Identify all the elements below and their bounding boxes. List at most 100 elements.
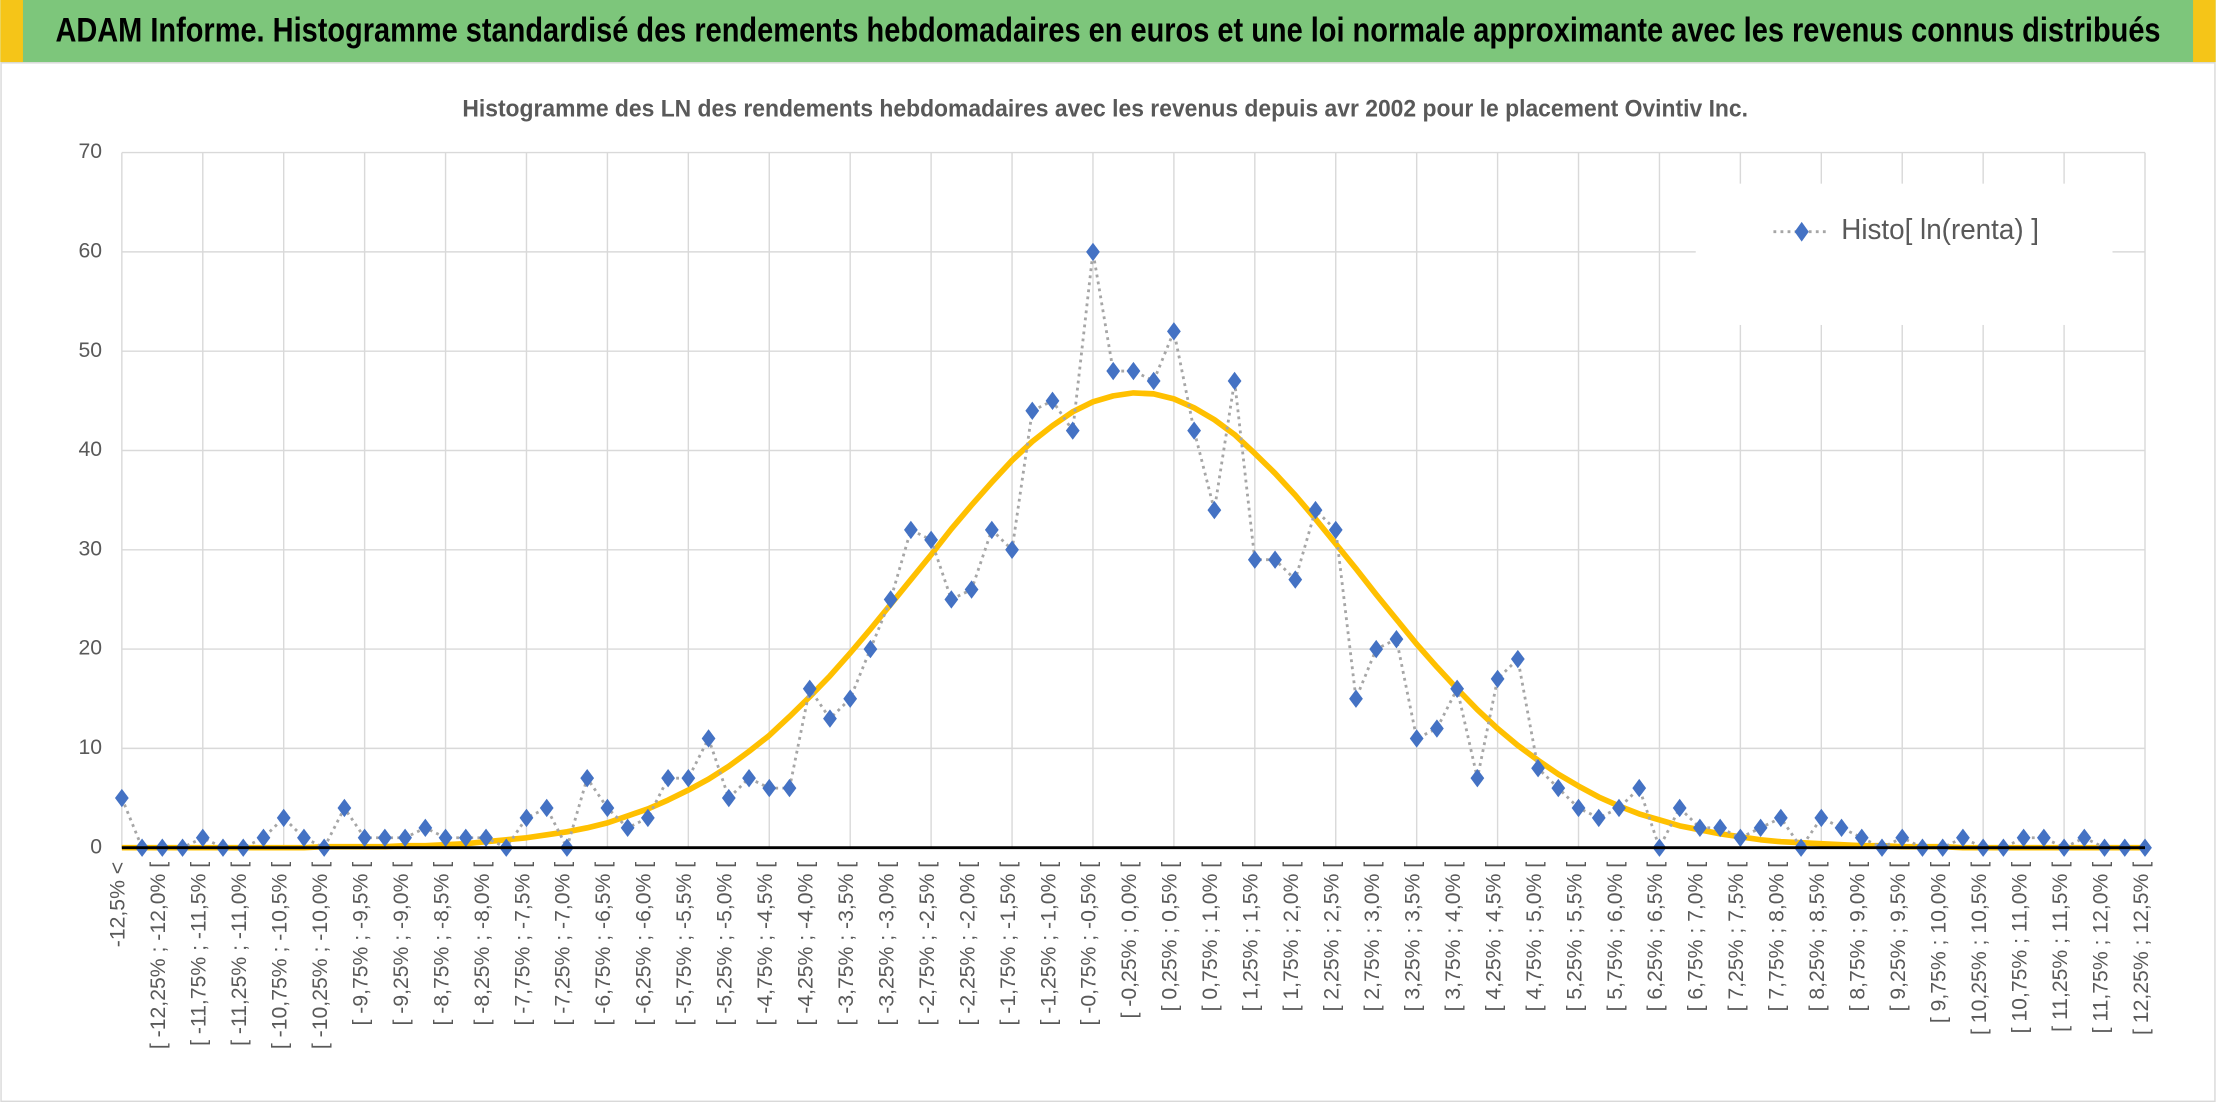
data-point	[297, 828, 311, 847]
data-point	[1693, 818, 1707, 838]
x-tick-label: [ 12,25% ; 12,5% [	[2130, 862, 2153, 1035]
data-point	[1146, 371, 1161, 391]
y-tick-label: 70	[78, 140, 102, 163]
x-tick-label: [ 6,75% ; 7,0% [	[1685, 862, 1708, 1012]
x-tick-label: [ -1,25% ; -1,0% [	[1037, 862, 1060, 1026]
x-tick-label: [ -0,75% ; -0,5% [	[1078, 862, 1101, 1026]
data-point	[1612, 798, 1626, 818]
x-tick-label: [ 5,25% ; 5,5% [	[1563, 862, 1586, 1012]
data-point	[357, 828, 372, 847]
x-tick-label: [ -11,75% ; -11,5% [	[188, 862, 211, 1046]
data-point	[1531, 759, 1545, 778]
x-tick-label: [ 5,75% ; 6,0% [	[1604, 862, 1627, 1012]
data-point	[195, 828, 210, 847]
x-tick-label: [ -2,75% ; -2,5% [	[916, 862, 939, 1026]
x-tick-label: [ 0,75% ; 1,0% [	[1199, 862, 1222, 1012]
x-tick-label: [ -5,75% ; -5,5% [	[673, 862, 696, 1026]
data-point	[984, 520, 999, 540]
corner-accent	[0, 0, 23, 63]
x-tick-label: [ 8,75% ; 9,0% [	[1847, 862, 1870, 1012]
data-point	[1227, 371, 1242, 391]
x-tick-label: [ 8,25% ; 8,5% [	[1806, 862, 1829, 1012]
data-point	[944, 590, 959, 609]
x-tick-label: [ 1,75% ; 2,0% [	[1280, 862, 1303, 1012]
data-point	[1956, 828, 1970, 847]
y-tick-label: 20	[78, 637, 102, 660]
x-tick-label: [ 1,25% ; 1,5% [	[1240, 862, 1263, 1012]
x-tick-label: [ 4,75% ; 5,0% [	[1523, 862, 1546, 1012]
x-tick-label: [ 7,25% ; 7,5% [	[1725, 862, 1748, 1012]
data-point	[1834, 818, 1849, 838]
x-tick-label: [ 3,75% ; 4,0% [	[1442, 862, 1465, 1012]
data-point	[661, 768, 675, 788]
x-tick-label: [ 11,25% ; 11,5% [	[2049, 862, 2072, 1032]
data-point	[479, 828, 493, 847]
data-point	[1571, 798, 1586, 818]
x-tick-label: [ -4,75% ; -4,5% [	[754, 862, 777, 1026]
x-tick-label: [ -3,75% ; -3,5% [	[835, 862, 858, 1026]
x-tick-label: [ 3,25% ; 3,5% [	[1401, 862, 1424, 1012]
data-point	[2036, 828, 2051, 847]
data-point	[782, 778, 797, 798]
data-point	[802, 679, 817, 698]
x-tick-label: [ -7,25% ; -7,0% [	[552, 862, 575, 1026]
data-point	[1126, 361, 1141, 381]
data-point	[1713, 818, 1728, 838]
x-tick-label: [ -1,75% ; -1,5% [	[997, 862, 1020, 1026]
data-point	[1065, 421, 1080, 440]
x-tick-label: [ 10,25% ; 10,5% [	[1968, 862, 1991, 1035]
data-point	[1733, 828, 1748, 847]
data-point	[276, 808, 291, 828]
data-point	[2016, 828, 2031, 847]
chart-title: Histogramme des LN des rendements hebdom…	[462, 96, 1748, 123]
data-point	[580, 768, 595, 788]
data-point	[458, 828, 473, 847]
x-tick-label: [ 2,75% ; 3,0% [	[1361, 862, 1384, 1012]
data-point	[1895, 828, 1910, 847]
x-tick-label: [ 2,25% ; 2,5% [	[1321, 862, 1344, 1012]
data-point	[863, 639, 878, 659]
data-point	[1814, 808, 1829, 828]
page-title: ADAM Informe. Histogramme standardisé de…	[55, 11, 2160, 49]
x-tick-label: [ -0,25% ; 0,0% [	[1118, 862, 1141, 1019]
x-tick-label: [ 7,75% ; 8,0% [	[1766, 862, 1789, 1012]
x-tick-label: [ 0,25% ; 0,5% [	[1159, 862, 1182, 1012]
x-tick-label: -12,5% <	[107, 862, 130, 947]
data-point	[1510, 649, 1525, 669]
y-tick-label: 30	[78, 537, 102, 560]
x-tick-label: [ -5,25% ; -5,0% [	[714, 862, 737, 1026]
y-tick-label: 50	[78, 339, 102, 362]
data-point	[114, 788, 129, 808]
data-point	[1672, 798, 1687, 818]
y-tick-label: 60	[78, 239, 102, 262]
plot: 0 10 20 30 40 50 60 70 -12,5% < [ -12,25% ; -12,0…	[78, 140, 2152, 1049]
x-tick-label: [ -11,25% ; -11,0% [	[228, 862, 251, 1046]
x-tick-label: [ -10,25% ; -10,0% [	[309, 862, 332, 1049]
data-point	[1773, 808, 1788, 828]
corner-accent	[2193, 0, 2216, 63]
data-point	[418, 818, 433, 838]
y-tick-label: 40	[78, 438, 102, 461]
data-point	[1430, 719, 1444, 738]
data-point	[1490, 669, 1505, 689]
data-point	[843, 689, 858, 708]
data-point	[1389, 629, 1404, 649]
data-point	[1349, 689, 1363, 708]
data-point	[1005, 540, 1019, 559]
data-point	[742, 768, 756, 788]
header-band	[0, 0, 2216, 63]
data-point	[1551, 778, 1566, 798]
data-point	[762, 778, 777, 798]
legend-box	[1695, 183, 2113, 325]
series-line	[121, 390, 2146, 851]
x-tick-label: [ -9,75% ; -9,5% [	[349, 862, 372, 1026]
data-point	[1450, 679, 1465, 698]
data-point	[2077, 828, 2092, 847]
x-tick-label: [ -7,75% ; -7,5% [	[511, 862, 534, 1026]
legend-marker	[1794, 221, 1809, 242]
x-tick-label: [ 9,75% ; 10,0% [	[1927, 862, 1950, 1023]
data-point	[600, 798, 615, 818]
x-tick-label: [ 9,25% ; 9,5% [	[1887, 862, 1910, 1012]
